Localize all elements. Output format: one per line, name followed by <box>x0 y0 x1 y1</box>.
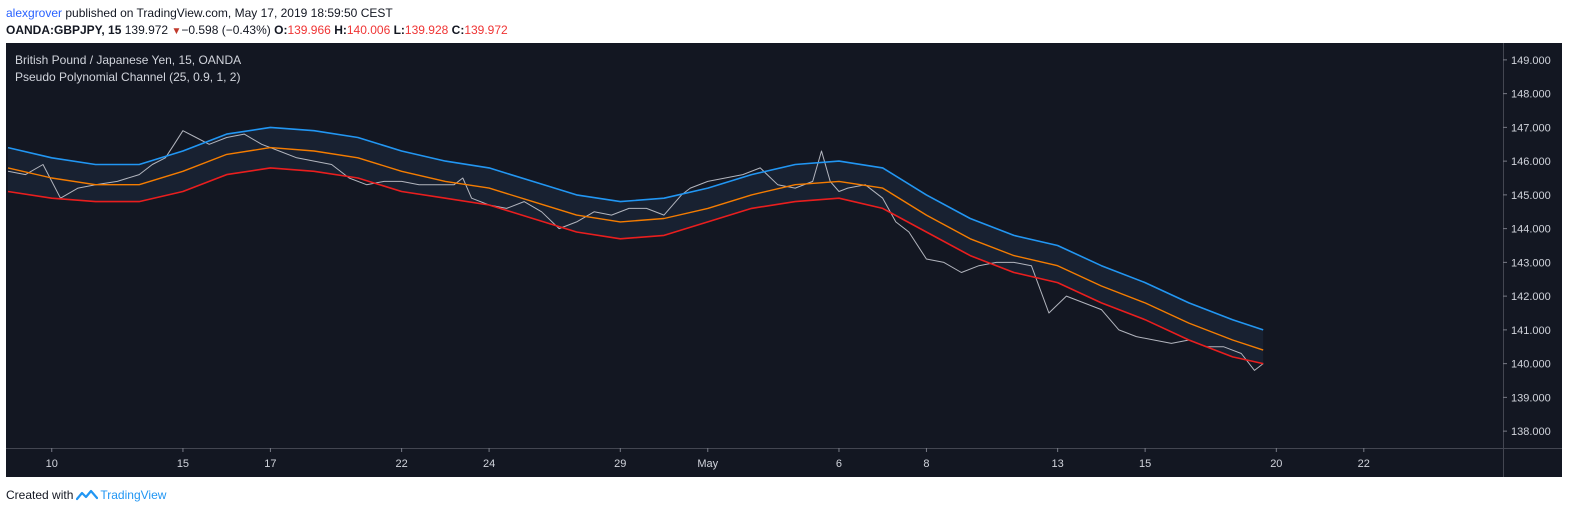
series-line-price <box>7 130 1264 371</box>
publish-info: published on TradingView.com, May 17, 20… <box>65 6 393 20</box>
chart-area[interactable]: 149.000 148.000 147.000 146.000 145.000 144.0… <box>6 43 1562 477</box>
x-tick-label: 29 <box>614 458 626 470</box>
publish-line: alexgrover published on TradingView.com,… <box>6 5 508 22</box>
chart-background <box>6 43 1562 477</box>
symbol-label: OANDA:GBPJPY, 15 <box>6 23 122 37</box>
down-arrow-icon: ▼ <box>171 26 182 37</box>
price-change: −0.598 (−0.43%) <box>181 23 271 37</box>
x-tick-label: 15 <box>1139 458 1151 470</box>
series-line-middle <box>7 146 1264 351</box>
x-tick-label: 22 <box>1358 458 1370 470</box>
x-tick-label: 8 <box>923 458 929 470</box>
tradingview-brand[interactable]: TradingView <box>100 488 167 502</box>
y-tick-label: 138.000 <box>1511 426 1551 438</box>
y-tick-label: 144.000 <box>1511 224 1551 236</box>
indicator-legend[interactable]: Pseudo Polynomial Channel (25, 0.9, 1, 2… <box>15 70 240 84</box>
x-tick-label: 22 <box>395 458 407 470</box>
close-value: 139.972 <box>464 23 508 37</box>
x-tick-label: 24 <box>483 458 495 470</box>
series-line-upper <box>7 126 1264 331</box>
created-with-text: Created with <box>6 488 74 502</box>
chart-svg[interactable]: 149.000 148.000 147.000 146.000 145.000 144.0… <box>6 43 1562 477</box>
y-tick-label: 143.000 <box>1511 257 1551 269</box>
ohlc-line: OANDA:GBPJPY, 15 139.972 ▼−0.598 (−0.43%… <box>6 22 508 40</box>
series-line-lower <box>7 167 1264 365</box>
channel-fill <box>8 127 1264 364</box>
y-tick-label: 149.000 <box>1511 55 1551 67</box>
y-tick-label: 146.000 <box>1511 156 1551 168</box>
x-tick-label: May <box>697 458 718 470</box>
author-link[interactable]: alexgrover <box>6 6 63 20</box>
open-value: 139.966 <box>287 23 331 37</box>
x-tick-label: 20 <box>1270 458 1282 470</box>
y-tick-label: 139.000 <box>1511 392 1551 404</box>
x-tick-label: 15 <box>177 458 189 470</box>
open-label: O: <box>274 23 288 37</box>
low-value: 139.928 <box>404 23 449 37</box>
y-tick-label: 142.000 <box>1511 291 1551 303</box>
low-label: L: <box>393 23 405 37</box>
footer: Created with TradingView <box>6 488 166 502</box>
high-label: H: <box>334 23 347 37</box>
high-value: 140.006 <box>346 23 391 37</box>
y-tick-label: 140.000 <box>1511 359 1551 371</box>
y-tick-label: 147.000 <box>1511 122 1551 134</box>
y-tick-label: 148.000 <box>1511 89 1551 101</box>
y-tick-label: 141.000 <box>1511 325 1551 337</box>
chart-title: British Pound / Japanese Yen, 15, OANDA <box>15 53 241 67</box>
last-price: 139.972 <box>124 23 169 37</box>
x-tick-label: 13 <box>1052 458 1064 470</box>
close-label: C: <box>451 23 465 37</box>
x-tick-label: 17 <box>264 458 276 470</box>
x-tick-label: 6 <box>836 458 842 470</box>
tradingview-logo-icon <box>76 489 99 501</box>
x-tick-label: 10 <box>46 458 58 470</box>
chart-header: alexgrover published on TradingView.com,… <box>6 5 508 40</box>
y-tick-label: 145.000 <box>1511 190 1551 202</box>
